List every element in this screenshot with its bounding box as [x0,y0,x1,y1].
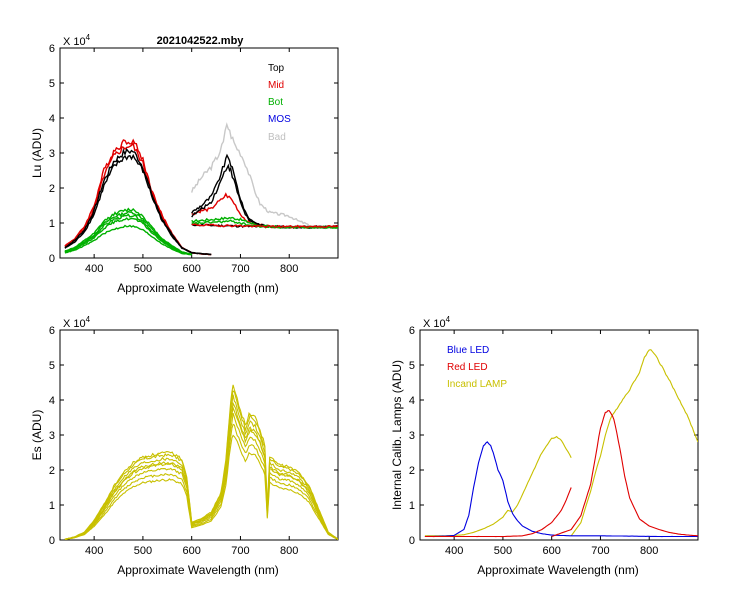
lu-xtick-label: 500 [134,263,152,275]
es-multiplier: X 104 [63,315,91,330]
es-xtick-label: 500 [134,545,152,557]
lu-legend-bot: Bot [268,97,283,108]
lamps-ytick-label: 6 [409,325,415,337]
lamps-legend-incand: Incand LAMP [447,379,507,390]
lu-title: 2021042522.mby [157,35,245,47]
lu-series-line [191,223,338,229]
lamps-xtick-label: 600 [543,545,561,557]
lamps-ylabel: Internal Calib. Lamps (ADU) [390,360,404,510]
lu-series-line [191,122,310,226]
lamps-legend-blue: Blue LED [447,345,489,356]
lu-legend-mos: MOS [268,114,291,125]
lu-ytick-label: 2 [49,183,55,195]
lamps-ytick-label: 0 [409,535,415,547]
lamps-series-line [424,487,572,538]
lu-ytick-label: 6 [49,43,55,55]
lu-xtick-label: 400 [85,263,103,275]
lu-xtick-label: 600 [183,263,201,275]
lu-legend-bad: Bad [268,132,286,143]
lamps-ytick-label: 5 [409,360,415,372]
lu-series-line [64,153,212,256]
lamps-multiplier: X 104 [423,315,451,330]
es-xtick-label: 800 [280,545,298,557]
lu-xtick-label: 700 [231,263,249,275]
lamps-xtick-label: 400 [445,545,463,557]
lu-ytick-label: 3 [49,148,55,160]
lamps-ytick-label: 3 [409,430,415,442]
es-series-line [64,423,338,540]
lamps-xtick-label: 800 [640,545,658,557]
lu-series-line [64,224,192,256]
lu-ylabel: Lu (ADU) [30,128,44,178]
es-series-line [64,384,338,540]
lamps-legend-red: Red LED [447,362,488,373]
lamps-legend: Blue LED Red LED Incand LAMP [447,345,507,390]
es-panel: X 104 0 1 2 3 4 5 6 400 500 600 700 800 Approximate… [30,315,339,577]
es-series-line [64,401,338,540]
es-ytick-label: 0 [49,535,55,547]
es-plot-area: 0 1 2 3 4 5 6 400 500 600 700 800 [49,325,339,557]
es-ytick-label: 4 [49,395,55,407]
es-xtick-label: 400 [85,545,103,557]
es-ytick-label: 3 [49,430,55,442]
lu-xlabel: Approximate Wavelength (nm) [117,281,279,295]
es-ytick-label: 5 [49,360,55,372]
es-xtick-label: 600 [183,545,201,557]
lamps-panel: X 104 0 1 2 3 4 5 6 400 500 600 700 800 Approximate… [390,315,699,577]
es-ytick-label: 6 [49,325,55,337]
lu-ytick-label: 0 [49,253,55,265]
lamps-ytick-label: 4 [409,395,415,407]
es-ytick-label: 1 [49,500,55,512]
lu-plot-area: 0 1 2 3 4 5 6 400 500 600 700 800 [49,43,339,275]
lamps-plot-area: 0 1 2 3 4 5 6 400 500 600 700 800 [409,325,699,557]
lu-legend-mid: Mid [268,80,284,91]
lu-series-line [64,217,192,256]
lu-multiplier: X 104 [63,33,91,48]
lu-panel: 2021042522.mby X 104 0 1 2 3 4 5 6 400 500 600 700… [30,33,339,295]
lamps-series-line [570,349,698,537]
lamps-series-line [551,410,698,538]
es-series-line [64,413,338,540]
lamps-ytick-label: 2 [409,465,415,477]
lu-ytick-label: 1 [49,218,55,230]
es-series-line [64,394,338,540]
lamps-xtick-label: 500 [494,545,512,557]
lamps-ytick-label: 1 [409,500,415,512]
es-xlabel: Approximate Wavelength (nm) [117,563,279,577]
lu-legend: Top Mid Bot MOS Bad [268,63,291,143]
es-ylabel: Es (ADU) [30,410,44,461]
lamps-xtick-label: 700 [591,545,609,557]
lamps-series-line [424,441,698,538]
lu-ytick-label: 4 [49,113,55,125]
es-series-line [64,434,338,540]
es-xtick-label: 700 [231,545,249,557]
es-ytick-label: 2 [49,465,55,477]
lu-ytick-label: 5 [49,78,55,90]
lu-legend-top: Top [268,63,285,74]
lamps-xlabel: Approximate Wavelength (nm) [477,563,639,577]
lu-xtick-label: 800 [280,263,298,275]
